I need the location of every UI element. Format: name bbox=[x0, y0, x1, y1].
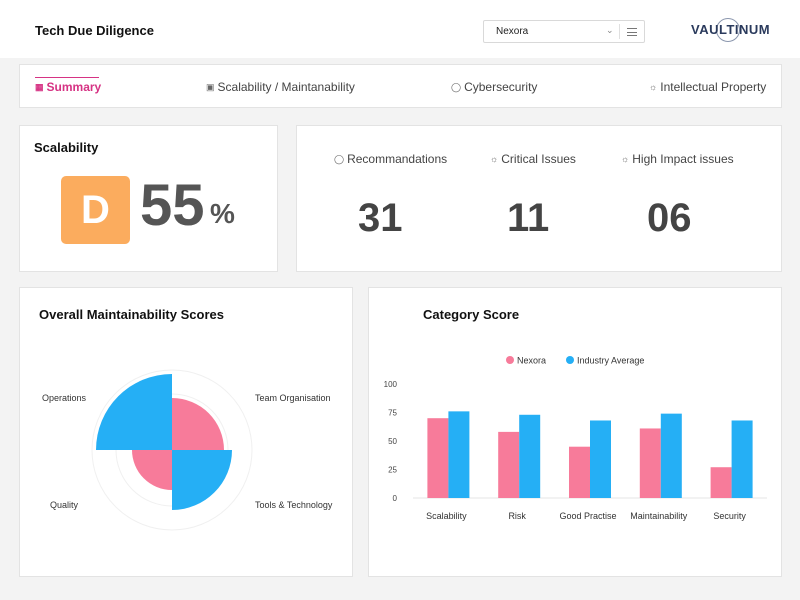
maintainability-title: Overall Maintainability Scores bbox=[39, 307, 224, 322]
scalability-title: Scalability bbox=[34, 140, 99, 155]
stat-value-high-impact: 06 bbox=[647, 196, 692, 240]
maintainability-card: Overall Maintainability Scores Operation… bbox=[19, 287, 353, 577]
tab-bar: ▦ Summary ▣ Scalability / Maintanability… bbox=[19, 64, 782, 108]
bar-industry-average-scalability bbox=[448, 411, 470, 498]
x-tick-label: Maintainability bbox=[630, 511, 688, 521]
tab-summary[interactable]: ▦ Summary bbox=[35, 77, 102, 94]
bar-nexora-security bbox=[710, 467, 732, 498]
bar-industry-average-good-practise bbox=[590, 420, 611, 498]
legend-swatch bbox=[506, 356, 514, 364]
y-tick-label: 50 bbox=[388, 437, 397, 446]
y-tick-label: 100 bbox=[384, 380, 398, 389]
grade-badge: D bbox=[61, 176, 130, 244]
stat-label-high-impact: ☼ High Impact issues bbox=[621, 152, 734, 166]
tab-label: Scalability / Maintanability bbox=[217, 80, 355, 94]
bar-nexora-risk bbox=[498, 431, 520, 498]
logo-ring-icon bbox=[716, 18, 740, 42]
y-tick-label: 0 bbox=[393, 494, 398, 503]
x-tick-label: Scalability bbox=[426, 511, 467, 521]
stat-label-recommendations: ◯ Recommandations bbox=[334, 152, 447, 166]
brand-logo: VAULTINUM bbox=[691, 22, 771, 37]
box-icon: ▣ bbox=[206, 81, 215, 92]
issues-card: ◯ Recommandations ☼ Critical Issues ☼ Hi… bbox=[296, 125, 782, 272]
segment-label-tools: Tools & Technology bbox=[255, 500, 333, 510]
tab-scalability[interactable]: ▣ Scalability / Maintanability bbox=[206, 80, 355, 94]
y-tick-label: 75 bbox=[388, 409, 397, 418]
segment-label-team: Team Organisation bbox=[255, 393, 331, 403]
bar-nexora-maintainability bbox=[639, 428, 661, 498]
polar-segment-tools-technology bbox=[172, 450, 232, 510]
stat-label-text: Critical Issues bbox=[501, 152, 576, 166]
bulb-icon: ☼ bbox=[490, 154, 499, 164]
legend-swatch bbox=[566, 356, 574, 364]
legend-label: Industry Average bbox=[577, 356, 644, 366]
shield-icon: ◯ bbox=[334, 153, 345, 164]
scalability-percent: 55 bbox=[140, 173, 205, 238]
x-tick-label: Security bbox=[713, 511, 746, 521]
chevron-down-icon: ⌄ bbox=[606, 25, 614, 35]
grid-icon: ▦ bbox=[35, 81, 44, 92]
page-title: Tech Due Diligence bbox=[35, 23, 154, 38]
x-tick-label: Good Practise bbox=[559, 511, 616, 521]
company-select-value: Nexora bbox=[496, 26, 529, 37]
app-header: Tech Due Diligence Nexora ⌄ VAULTINUM bbox=[0, 0, 800, 58]
bar-nexora-scalability bbox=[427, 418, 449, 498]
bar-industry-average-security bbox=[731, 420, 753, 498]
bar-chart: Nexora Industry Average 0 25 50 75 100 Scalabil… bbox=[384, 356, 767, 521]
company-select[interactable]: Nexora ⌄ bbox=[483, 20, 645, 43]
stat-label-critical: ☼ Critical Issues bbox=[490, 152, 576, 166]
polar-chart: Operations Team Organisation Quality Too… bbox=[42, 369, 333, 531]
bulb-icon: ☼ bbox=[621, 154, 630, 164]
legend-label: Nexora bbox=[517, 356, 546, 366]
stat-label-text: High Impact issues bbox=[632, 152, 734, 166]
stat-value-critical: 11 bbox=[507, 196, 550, 240]
stat-label-text: Recommandations bbox=[347, 152, 448, 166]
tab-label: Summary bbox=[46, 80, 102, 94]
percent-sign: % bbox=[210, 198, 235, 229]
polar-segment-quality bbox=[132, 450, 172, 490]
tab-label: Intellectual Property bbox=[660, 80, 767, 94]
tab-intellectual-property[interactable]: ☼ Intellectual Property bbox=[649, 80, 766, 94]
category-title: Category Score bbox=[423, 307, 520, 322]
category-card: Category Score Nexora Industry Average 0 25… bbox=[368, 287, 782, 577]
select-divider bbox=[619, 24, 620, 39]
bar-industry-average-risk bbox=[519, 414, 541, 498]
x-tick-label: Risk bbox=[508, 511, 526, 521]
polar-segment-operations bbox=[96, 374, 172, 450]
segment-label-operations: Operations bbox=[42, 393, 87, 403]
bar-industry-average-maintainability bbox=[660, 413, 682, 498]
bulb-icon: ☼ bbox=[649, 82, 658, 92]
segment-label-quality: Quality bbox=[50, 500, 79, 510]
tab-label: Cybersecurity bbox=[464, 80, 538, 94]
polar-segment-team-organisation bbox=[172, 398, 224, 450]
y-tick-label: 25 bbox=[388, 466, 397, 475]
polar-grid-ring bbox=[91, 369, 253, 531]
polar-segments bbox=[96, 374, 232, 510]
tab-cybersecurity[interactable]: ◯ Cybersecurity bbox=[451, 80, 537, 94]
scalability-card: Scalability D 55 % bbox=[19, 125, 278, 272]
stat-value-recommendations: 31 bbox=[358, 196, 403, 240]
shield-icon: ◯ bbox=[451, 81, 462, 92]
menu-icon[interactable] bbox=[627, 28, 637, 36]
bar-nexora-good-practise bbox=[569, 446, 590, 498]
